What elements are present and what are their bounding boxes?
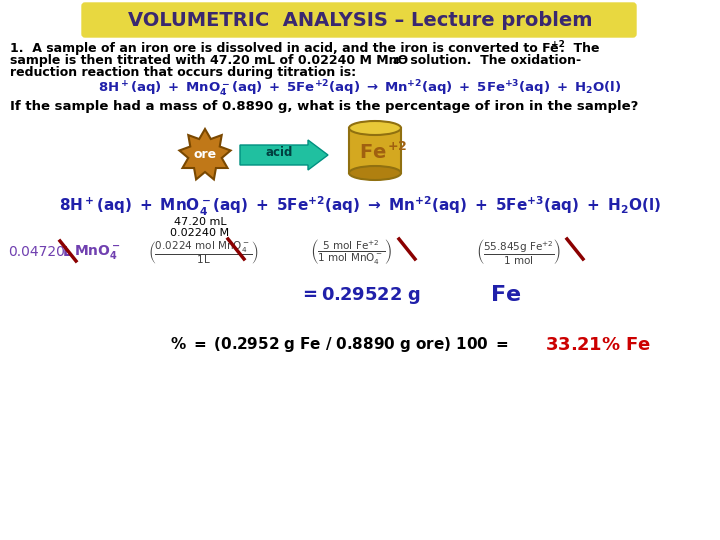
Text: 47.20 mL: 47.20 mL	[174, 217, 226, 227]
Text: acid: acid	[265, 146, 293, 159]
Text: $\mathbf{= 0.29522\ g}$: $\mathbf{= 0.29522\ g}$	[299, 285, 421, 306]
Text: $\mathbf{Fe}$: $\mathbf{Fe}$	[490, 285, 521, 305]
Text: $\left(\dfrac{55.845\mathrm{g\ Fe^{+2}}}{1\ \mathrm{mol}}\right)$: $\left(\dfrac{55.845\mathrm{g\ Fe^{+2}}}…	[476, 238, 562, 267]
Text: ore: ore	[194, 148, 217, 161]
Text: .  The: . The	[560, 42, 600, 55]
Text: If the sample had a mass of 0.8890 g, what is the percentage of iron in the samp: If the sample had a mass of 0.8890 g, wh…	[10, 100, 639, 113]
Text: solution.  The oxidation-: solution. The oxidation-	[406, 54, 581, 67]
FancyBboxPatch shape	[82, 3, 636, 37]
Text: reduction reaction that occurs during titration is:: reduction reaction that occurs during ti…	[10, 66, 356, 79]
Text: $\mathbf{Fe}$: $\mathbf{Fe}$	[359, 143, 387, 162]
Text: −: −	[398, 54, 406, 64]
Text: 4: 4	[393, 57, 400, 66]
Text: VOLUMETRIC  ANALYSIS – Lecture problem: VOLUMETRIC ANALYSIS – Lecture problem	[127, 11, 593, 30]
Text: sample is then titrated with 47.20 mL of 0.02240 M MnO: sample is then titrated with 47.20 mL of…	[10, 54, 408, 67]
Text: $\left(\dfrac{0.0224\ \mathrm{mol\ MnO_4^-}}{1\mathrm{L}}\right)$: $\left(\dfrac{0.0224\ \mathrm{mol\ MnO_4…	[148, 239, 259, 266]
Ellipse shape	[349, 166, 401, 180]
Text: $\mathbf{8H^+(aq)\ +\ MnO_4^-(aq)\ +\ 5Fe^{+2}(aq)\ \rightarrow\ Mn^{+2}(aq)\ +\: $\mathbf{8H^+(aq)\ +\ MnO_4^-(aq)\ +\ 5F…	[59, 195, 661, 218]
Bar	[349, 128, 401, 173]
Text: $\mathbf{+2}$: $\mathbf{+2}$	[387, 140, 407, 153]
Text: $\mathbf{8H^+(aq)\ +\ MnO_4^-(aq)\ +\ 5Fe^{+2}(aq)\ \rightarrow\ Mn^{+2}(aq)\ +\: $\mathbf{8H^+(aq)\ +\ MnO_4^-(aq)\ +\ 5F…	[99, 79, 621, 99]
Ellipse shape	[349, 121, 401, 135]
Text: 1.  A sample of an iron ore is dissolved in acid, and the iron is converted to F: 1. A sample of an iron ore is dissolved …	[10, 42, 559, 55]
Text: 0.02240 M: 0.02240 M	[171, 228, 230, 238]
Polygon shape	[179, 129, 230, 179]
FancyArrow shape	[240, 140, 328, 170]
Text: $\mathbf{33.21\%\ Fe}$: $\mathbf{33.21\%\ Fe}$	[545, 336, 651, 354]
Text: +2: +2	[551, 40, 565, 49]
Text: $\mathbf{\%\ =\ (0.2952\ g\ Fe\ /\ 0.8890\ g\ ore)\ 100\ =\ }$: $\mathbf{\%\ =\ (0.2952\ g\ Fe\ /\ 0.889…	[170, 335, 508, 354]
Text: $\mathbf{MnO_4^-}$: $\mathbf{MnO_4^-}$	[74, 243, 121, 261]
Text: $\left(\dfrac{5\ \mathrm{mol\ Fe^{+2}}}{1\ \mathrm{mol\ MnO_4^-}}\right)$: $\left(\dfrac{5\ \mathrm{mol\ Fe^{+2}}}{…	[310, 238, 392, 267]
Text: L: L	[63, 245, 72, 259]
Text: 0.04720: 0.04720	[8, 245, 65, 259]
